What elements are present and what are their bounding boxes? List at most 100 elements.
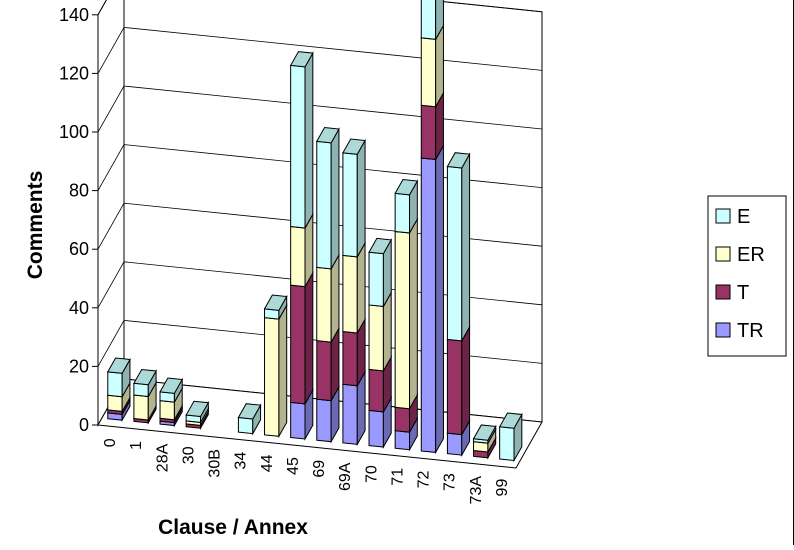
y-tick-label: 40 xyxy=(69,298,89,318)
bar-E-28A xyxy=(159,377,184,405)
bar-ER-69A xyxy=(342,241,366,335)
bar-front-face xyxy=(107,371,123,398)
x-tick-label: 72 xyxy=(416,470,433,488)
legend-label-E: E xyxy=(737,206,750,228)
bar-ER-71 xyxy=(394,217,419,411)
bar-top-face xyxy=(472,424,497,441)
x-tick-label: 69A xyxy=(337,462,354,491)
bar-stack-30 xyxy=(185,400,210,431)
bar-E-72 xyxy=(420,0,444,42)
bar-side-face xyxy=(356,138,366,259)
x-tick-label: 70 xyxy=(363,465,380,483)
bar-front-face xyxy=(446,432,463,456)
x-tick-label: 73A xyxy=(468,476,485,505)
bar-front-face xyxy=(420,104,437,160)
legend-swatch-TR xyxy=(715,322,731,338)
y-tick-label: 100 xyxy=(59,122,89,142)
gridline xyxy=(97,144,543,191)
bar-E-45 xyxy=(289,51,314,230)
x-tick-label: 69 xyxy=(311,460,328,478)
bar-front-face xyxy=(368,368,384,413)
bar-stack-0 xyxy=(106,357,131,423)
bar-E-69A xyxy=(342,138,366,259)
legend-label-TR: TR xyxy=(737,320,764,342)
bars xyxy=(106,0,523,463)
bar-T-45 xyxy=(289,270,314,406)
bar-front-face xyxy=(499,426,515,462)
bar-front-face xyxy=(133,394,149,421)
y-tick-label: 140 xyxy=(59,5,89,25)
bar-front-face xyxy=(133,382,149,398)
bar-front-face xyxy=(316,340,332,402)
bar-front-face xyxy=(237,416,254,435)
bar-E-0 xyxy=(106,357,131,399)
bar-top-face xyxy=(446,152,471,169)
bar-side-face xyxy=(304,270,314,406)
bar-E-69 xyxy=(315,127,340,271)
bar-front-face xyxy=(394,406,411,433)
bar-E-99 xyxy=(498,412,523,463)
x-tick-label: 71 xyxy=(389,468,406,486)
bar-top-face xyxy=(106,357,131,374)
legend-label-ER: ER xyxy=(737,244,765,266)
bar-front-face xyxy=(316,398,332,443)
x-tick-label: 1 xyxy=(128,441,145,450)
bar-stack-70 xyxy=(368,237,393,449)
legend: E ER T TR xyxy=(707,195,787,357)
bar-stack-73A xyxy=(472,424,497,460)
bar-E-70 xyxy=(368,237,393,309)
x-tick-label: 45 xyxy=(285,457,302,475)
bar-top-face xyxy=(394,179,419,196)
x-tick-label: 0 xyxy=(102,438,119,447)
bar-stack-73 xyxy=(446,152,471,458)
y-tick-label: 80 xyxy=(69,181,89,201)
bar-stack-28A xyxy=(159,377,184,428)
bar-side-face xyxy=(330,253,340,344)
y-tick-label: 60 xyxy=(69,239,89,259)
bar-top-face xyxy=(237,403,262,420)
bar-E-44 xyxy=(263,294,288,322)
x-tick-label: 34 xyxy=(233,452,250,470)
bar-stack-99 xyxy=(498,412,523,463)
y-tick-label: 120 xyxy=(59,63,89,83)
y-axis-ticks: 0 20 40 60 80 100 120 140 xyxy=(59,5,98,435)
bar-side-face xyxy=(304,51,314,230)
bar-stack-69A xyxy=(342,138,366,447)
bar-E-1 xyxy=(133,368,157,399)
bar-E-34 xyxy=(237,403,262,436)
x-tick-label: 99 xyxy=(494,479,511,497)
bar-E-71 xyxy=(394,179,419,235)
bar-front-face xyxy=(290,284,306,405)
bar-front-face xyxy=(107,394,123,412)
bar-stack-45 xyxy=(289,51,314,441)
bar-front-face xyxy=(446,338,463,436)
bar-stack-1 xyxy=(133,368,157,425)
x-tick-label: 44 xyxy=(259,454,276,472)
bar-E-73A xyxy=(472,424,497,446)
bar-front-face xyxy=(420,0,437,40)
bar-front-face xyxy=(342,330,358,387)
bar-top-face xyxy=(185,400,210,418)
bar-front-face xyxy=(342,254,358,334)
y-tick-label: 0 xyxy=(79,415,89,435)
bar-front-face xyxy=(290,401,306,440)
bar-side-face xyxy=(435,0,444,42)
bar-ER-44 xyxy=(263,303,288,439)
x-tick-label: 30B xyxy=(207,449,224,477)
bar-T-73 xyxy=(446,325,471,437)
bar-E-30 xyxy=(185,400,210,425)
bar-top-face xyxy=(289,51,314,68)
legend-swatch-E xyxy=(715,208,731,224)
bar-stack-69 xyxy=(315,127,340,444)
x-axis-title: Clause / Annex xyxy=(158,516,308,539)
bar-front-face xyxy=(290,226,306,288)
bar-top-face xyxy=(498,412,523,429)
bar-front-face xyxy=(368,304,384,372)
bar-front-face xyxy=(159,400,175,421)
x-tick-label: 73 xyxy=(442,473,459,491)
bar-side-face xyxy=(330,127,340,271)
bar-side-face xyxy=(461,325,471,437)
bar-top-face xyxy=(263,294,288,311)
